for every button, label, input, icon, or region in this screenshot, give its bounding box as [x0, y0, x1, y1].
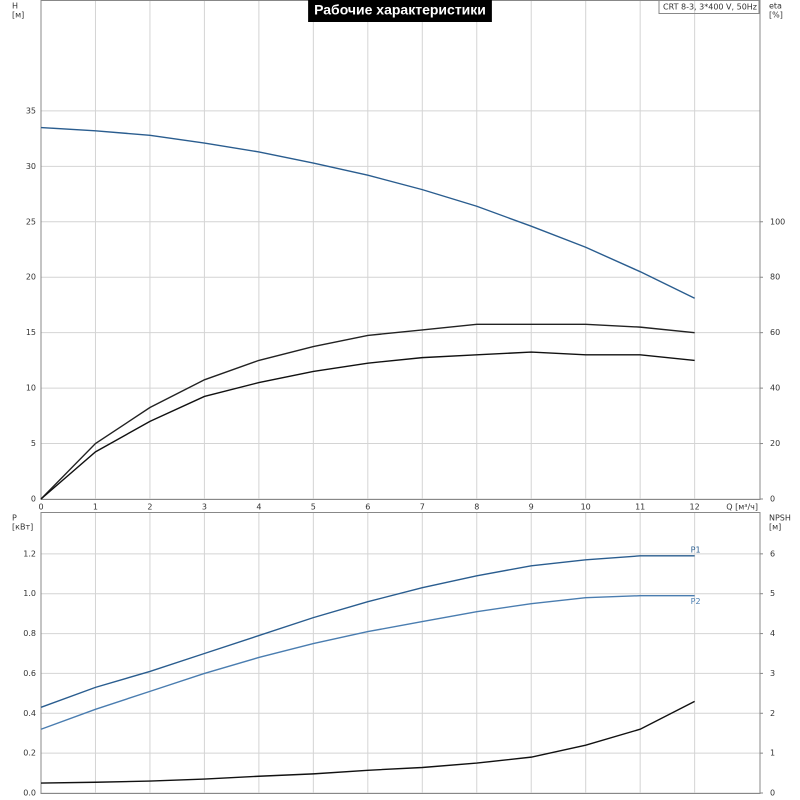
y-tick-label: 10	[26, 384, 36, 393]
y-axis-label: P	[12, 514, 17, 523]
x-tick-label: 11	[635, 503, 645, 512]
y2-tick-label: 5	[770, 589, 775, 598]
x-tick-label: 10	[581, 503, 591, 512]
curve	[40, 555, 695, 708]
x-tick-label: 8	[474, 503, 479, 512]
y2-axis-label: [м]	[769, 523, 781, 532]
y2-axis-label: [%]	[769, 11, 783, 20]
y-tick-label: 0	[31, 495, 36, 504]
y-tick-label: 0.8	[23, 629, 36, 638]
y-tick-label: 0.4	[23, 709, 36, 718]
title-background	[308, 0, 492, 22]
x-tick-label: 0	[38, 503, 43, 512]
y-tick-label: 0.0	[23, 789, 36, 798]
y2-tick-label: 60	[770, 328, 780, 337]
x-tick-label: 7	[420, 503, 425, 512]
series-label: P2	[691, 597, 701, 606]
y2-tick-label: 4	[770, 629, 775, 638]
y2-axis-label: eta	[769, 2, 782, 11]
y-tick-label: 15	[26, 328, 36, 337]
y2-tick-label: 1	[770, 749, 775, 758]
y2-tick-label: 6	[770, 549, 775, 558]
x-tick-label: 5	[311, 503, 316, 512]
y-tick-label: 0.6	[23, 669, 36, 678]
y-tick-label: 5	[31, 439, 36, 448]
x-tick-label: 6	[365, 503, 370, 512]
y-tick-label: 1.2	[23, 549, 36, 558]
y-tick-label: 25	[26, 217, 36, 226]
y-axis-label: [кВт]	[12, 523, 33, 532]
x-tick-label: 2	[147, 503, 152, 512]
x-tick-label: 4	[256, 503, 261, 512]
y-tick-label: 35	[26, 106, 36, 115]
y2-tick-label: 2	[770, 709, 775, 718]
x-tick-label: 3	[202, 503, 207, 512]
curve	[40, 700, 695, 784]
annotation-box	[658, 0, 760, 14]
title-box: Рабочие характеристики	[308, 0, 492, 22]
chart-title: Рабочие характеристики	[314, 2, 486, 18]
y2-tick-label: 0	[770, 789, 775, 798]
y-tick-label: 1.0	[23, 589, 36, 598]
y-tick-label: 30	[26, 162, 36, 171]
plot-frame	[40, 0, 761, 500]
y-axis-label: H	[12, 2, 18, 11]
x-tick-label: 1	[93, 503, 98, 512]
series-label: P1	[691, 545, 701, 554]
y2-tick-label: 40	[770, 384, 780, 393]
curve	[40, 351, 695, 500]
y-tick-label: 20	[26, 273, 36, 282]
y2-tick-label: 100	[770, 217, 785, 226]
curve	[40, 126, 695, 299]
x-axis-label: Q [м³/ч]	[726, 503, 758, 512]
annotation: CRT 8-3, 3*400 V, 50Hz	[663, 3, 757, 12]
y2-tick-label: 20	[770, 439, 780, 448]
y-axis-label: [м]	[12, 11, 24, 20]
y-tick-label: 0.2	[23, 749, 36, 758]
curve	[40, 595, 695, 730]
y2-axis-label: NPSH	[769, 514, 791, 523]
plot-frame	[40, 512, 761, 794]
y2-tick-label: 0	[770, 495, 775, 504]
y2-tick-label: 80	[770, 273, 780, 282]
curve	[40, 323, 695, 500]
x-tick-label: 9	[529, 503, 534, 512]
x-tick-label: 12	[690, 503, 700, 512]
y2-tick-label: 3	[770, 669, 775, 678]
